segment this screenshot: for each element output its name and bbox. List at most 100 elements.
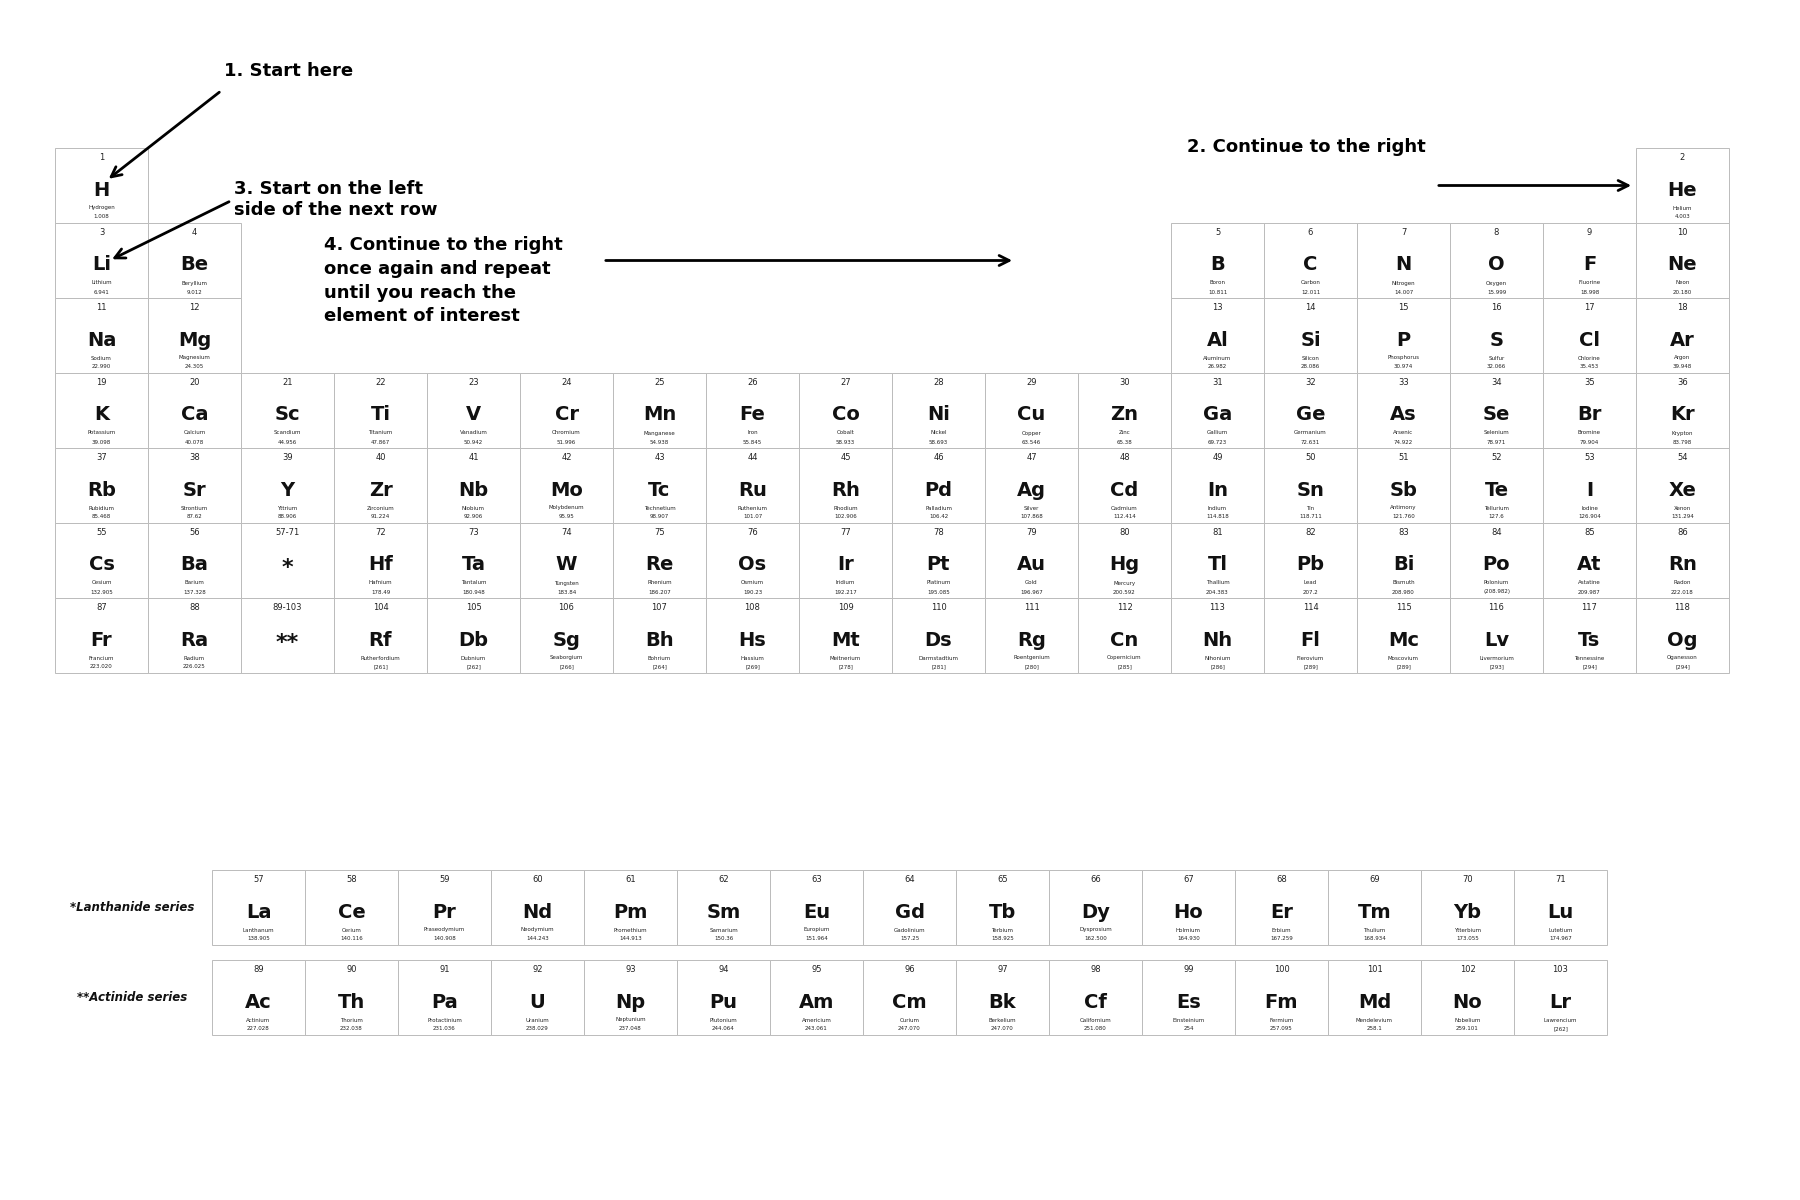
Text: 18: 18: [1678, 304, 1688, 312]
Bar: [1172, 373, 1264, 448]
Bar: [1451, 598, 1543, 673]
Text: Californium: Californium: [1080, 1018, 1111, 1022]
Text: 158.925: 158.925: [992, 936, 1013, 942]
Text: 9: 9: [1588, 228, 1593, 238]
Text: [289]: [289]: [1303, 665, 1318, 670]
Text: Silicon: Silicon: [1301, 355, 1319, 360]
Text: Tantalum: Tantalum: [461, 581, 486, 586]
Text: Osmium: Osmium: [742, 581, 763, 586]
Text: 81: 81: [1211, 528, 1222, 538]
Text: 162.500: 162.500: [1084, 936, 1107, 942]
Text: 98.907: 98.907: [650, 515, 670, 520]
Text: Hf: Hf: [369, 556, 392, 575]
Text: Actinium: Actinium: [247, 1018, 270, 1022]
Bar: [1264, 298, 1357, 373]
Text: 71: 71: [1555, 875, 1566, 884]
Text: 35: 35: [1584, 378, 1595, 388]
Bar: [520, 373, 614, 448]
Text: 27: 27: [841, 378, 851, 388]
Text: 83: 83: [1399, 528, 1409, 538]
Text: Arsenic: Arsenic: [1393, 431, 1413, 436]
Text: 31: 31: [1211, 378, 1222, 388]
Text: 48: 48: [1120, 454, 1130, 462]
Text: He: He: [1667, 180, 1697, 199]
Text: 6: 6: [1309, 228, 1314, 238]
Text: Selenium: Selenium: [1483, 431, 1510, 436]
Text: Astatine: Astatine: [1579, 581, 1600, 586]
Text: 127.6: 127.6: [1489, 515, 1505, 520]
Bar: [148, 373, 241, 448]
Text: 4. Continue to the right
once again and repeat
until you reach the
element of in: 4. Continue to the right once again and …: [324, 236, 563, 325]
Text: Ra: Ra: [180, 630, 209, 649]
Bar: [56, 223, 148, 298]
Text: 95.95: 95.95: [558, 515, 574, 520]
Text: 121.760: 121.760: [1391, 515, 1415, 520]
Text: 12: 12: [189, 304, 200, 312]
Text: 207.2: 207.2: [1303, 589, 1318, 594]
Bar: [1172, 448, 1264, 523]
Text: Ho: Ho: [1174, 902, 1204, 922]
Text: Po: Po: [1483, 556, 1510, 575]
Text: Indium: Indium: [1208, 505, 1228, 510]
Text: Lawrencium: Lawrencium: [1544, 1018, 1577, 1022]
Text: 61: 61: [625, 875, 635, 884]
Text: Cerium: Cerium: [342, 928, 362, 932]
Bar: [398, 870, 491, 946]
Text: [280]: [280]: [1024, 665, 1039, 670]
Text: Radon: Radon: [1674, 581, 1692, 586]
Text: 126.904: 126.904: [1579, 515, 1600, 520]
Text: 208.980: 208.980: [1391, 589, 1415, 594]
Bar: [1543, 223, 1636, 298]
Bar: [1543, 598, 1636, 673]
Text: Eu: Eu: [803, 902, 830, 922]
Text: 47.867: 47.867: [371, 439, 391, 444]
Text: 89: 89: [254, 965, 265, 974]
Text: 11: 11: [95, 304, 106, 312]
Text: Lithium: Lithium: [92, 281, 112, 286]
Bar: [1514, 960, 1607, 1034]
Text: Cn: Cn: [1111, 630, 1139, 649]
Text: Cd: Cd: [1111, 480, 1139, 499]
Bar: [985, 598, 1078, 673]
Text: Nh: Nh: [1202, 630, 1233, 649]
Text: Am: Am: [799, 992, 833, 1012]
Bar: [583, 960, 677, 1034]
Bar: [520, 598, 614, 673]
Text: 79: 79: [1026, 528, 1037, 538]
Text: Erbium: Erbium: [1271, 928, 1291, 932]
Bar: [799, 448, 893, 523]
Text: 60: 60: [533, 875, 544, 884]
Bar: [893, 373, 985, 448]
Text: 32: 32: [1305, 378, 1316, 388]
Text: Pb: Pb: [1296, 556, 1325, 575]
Bar: [148, 298, 241, 373]
Text: 62: 62: [718, 875, 729, 884]
Bar: [1357, 523, 1451, 598]
Text: Rhenium: Rhenium: [648, 581, 671, 586]
Text: 114: 114: [1303, 604, 1318, 612]
Text: Es: Es: [1175, 992, 1201, 1012]
Text: Hassium: Hassium: [740, 655, 765, 660]
Text: Er: Er: [1271, 902, 1292, 922]
Text: 15.999: 15.999: [1487, 289, 1507, 294]
Text: Polonium: Polonium: [1483, 581, 1508, 586]
Bar: [1264, 523, 1357, 598]
Text: 65: 65: [997, 875, 1008, 884]
Text: P: P: [1397, 330, 1411, 349]
Text: 94: 94: [718, 965, 729, 974]
Text: C: C: [1303, 256, 1318, 275]
Text: Ge: Ge: [1296, 406, 1325, 425]
Bar: [335, 598, 427, 673]
Bar: [56, 523, 148, 598]
Bar: [614, 598, 706, 673]
Text: 5: 5: [1215, 228, 1220, 238]
Text: Tm: Tm: [1357, 902, 1391, 922]
Bar: [1078, 523, 1172, 598]
Text: 183.84: 183.84: [556, 589, 576, 594]
Bar: [1357, 373, 1451, 448]
Bar: [1420, 870, 1514, 946]
Text: 108: 108: [745, 604, 760, 612]
Text: Vanadium: Vanadium: [459, 431, 488, 436]
Bar: [862, 870, 956, 946]
Text: 209.987: 209.987: [1579, 589, 1600, 594]
